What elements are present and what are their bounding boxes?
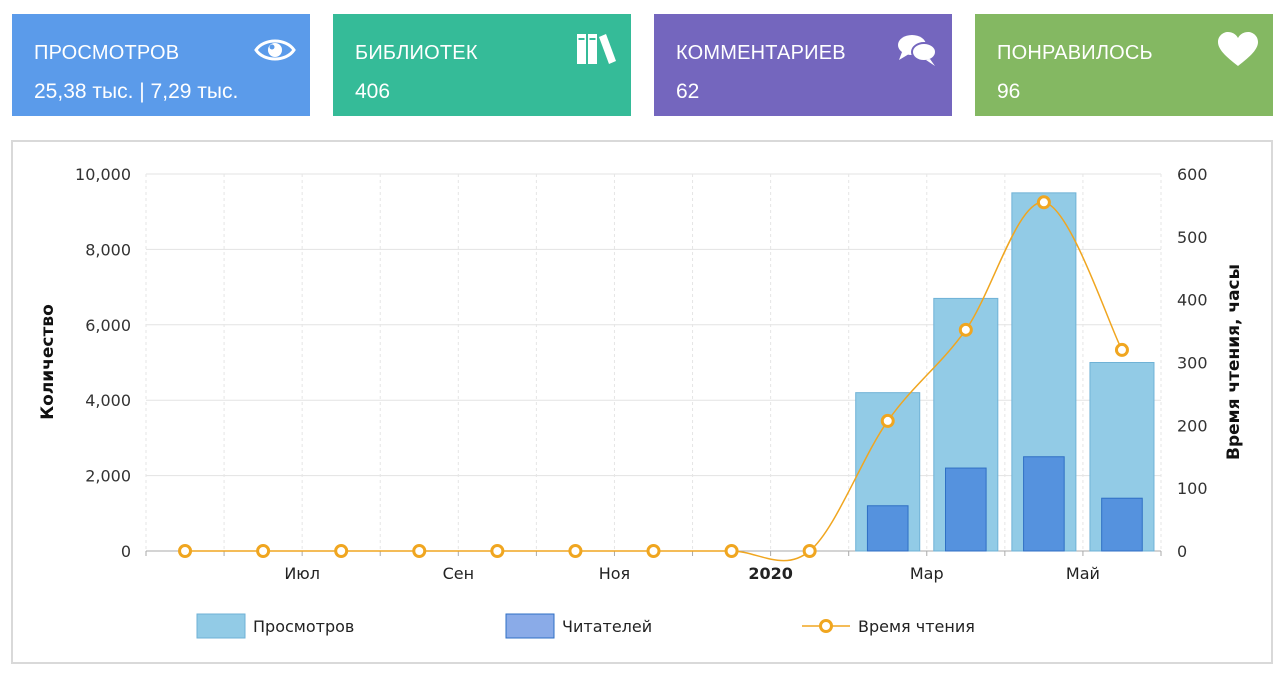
y2-tick-label: 200 <box>1177 416 1208 435</box>
point-reading-time <box>334 544 349 558</box>
bar-readers <box>945 467 987 552</box>
legend-marker-reading-time <box>819 619 833 633</box>
y-tick-label: 8,000 <box>85 240 131 259</box>
y-tick-label: 6,000 <box>85 316 131 335</box>
x-tick-label: Мар <box>910 564 944 583</box>
y2-tick-label: 500 <box>1177 228 1208 247</box>
legend-label-reading-time: Время чтения <box>858 617 975 636</box>
point-reading-time <box>568 544 583 558</box>
stat-value-views: 25,38 тыс. | 7,29 тыс. <box>34 80 239 103</box>
stat-label-libraries: БИБЛИОТЕК <box>355 42 478 64</box>
legend-swatch-views <box>196 613 246 639</box>
stat-card-libraries[interactable]: БИБЛИОТЕК 406 <box>333 14 631 116</box>
y-tick-label: 10,000 <box>75 165 131 184</box>
y-tick-label: 0 <box>121 542 131 561</box>
line-reading-time <box>185 201 1123 562</box>
stat-card-views[interactable]: ПРОСМОТРОВ 25,38 тыс. | 7,29 тыс. <box>12 14 310 116</box>
point-reading-time <box>178 544 193 558</box>
books-icon <box>577 34 616 64</box>
legend-swatch-readers <box>505 613 555 639</box>
stat-value-likes: 96 <box>997 80 1021 103</box>
point-reading-time <box>880 413 895 428</box>
stat-value-comments: 62 <box>676 80 700 103</box>
chat-icon <box>898 35 937 66</box>
point-reading-time <box>256 544 271 558</box>
stat-label-likes: ПОНРАВИЛОСЬ <box>997 42 1153 64</box>
x-tick-label: Ноя <box>599 564 630 583</box>
legend-label-readers: Читателей <box>562 617 652 636</box>
bar-readers <box>1023 456 1065 552</box>
point-reading-time <box>802 544 817 558</box>
y-tick-label: 4,000 <box>85 391 131 410</box>
combo-chart: 0 2,000 4,000 6,000 8,000 10,000 0 100 200 300 400… <box>38 165 1244 639</box>
y2-tick-label: 400 <box>1177 291 1208 310</box>
point-reading-time <box>646 544 661 558</box>
bar-readers <box>1101 497 1143 552</box>
y2-tick-label: 0 <box>1177 542 1187 561</box>
x-tick-label: Сен <box>443 564 474 583</box>
y2-axis-title: Время чтения, часы <box>1224 264 1244 460</box>
point-reading-time <box>724 544 739 558</box>
point-reading-time <box>412 544 427 558</box>
stat-card-likes[interactable]: ПОНРАВИЛОСЬ 96 <box>975 14 1273 116</box>
bar-readers <box>866 505 909 552</box>
stat-card-comments[interactable]: КОММЕНТАРИЕВ 62 <box>654 14 952 116</box>
y-tick-label: 2,000 <box>85 467 131 486</box>
stat-label-comments: КОММЕНТАРИЕВ <box>676 42 846 64</box>
chart-panel: 0 2,000 4,000 6,000 8,000 10,000 0 100 200 300 400… <box>11 140 1273 664</box>
stat-label-views: ПРОСМОТРОВ <box>34 42 180 64</box>
y2-tick-label: 600 <box>1177 165 1208 184</box>
x-tick-label: Июл <box>284 564 320 583</box>
y2-tick-label: 300 <box>1177 354 1208 373</box>
heart-icon <box>1218 32 1258 66</box>
eye-icon <box>254 39 296 61</box>
point-reading-time <box>1036 195 1051 210</box>
point-reading-time <box>1114 342 1129 357</box>
x-tick-label: 2020 <box>748 564 793 583</box>
y-axis-title: Количество <box>38 304 58 420</box>
legend-label-views: Просмотров <box>253 617 354 636</box>
point-reading-time <box>490 544 505 558</box>
y2-tick-label: 100 <box>1177 479 1208 498</box>
stat-value-libraries: 406 <box>355 80 391 103</box>
point-reading-time <box>958 322 973 337</box>
x-tick-label: Май <box>1066 564 1100 583</box>
